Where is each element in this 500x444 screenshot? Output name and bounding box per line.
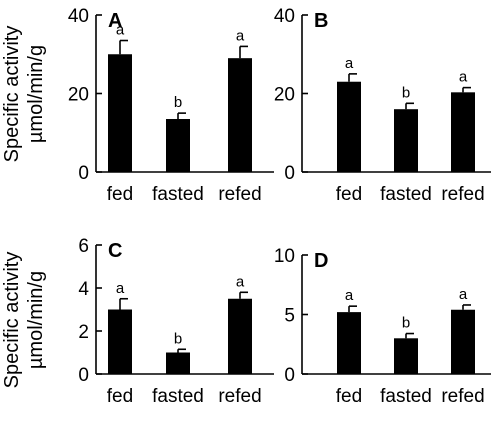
y-tick-label: 0 [78,365,89,386]
y-axis-title-bottom: Specific activity µmol/min/g [1,252,47,389]
y-tick-label: 20 [274,85,295,106]
significance-label: b [174,330,182,347]
bar [337,81,361,172]
significance-label: b [402,315,410,332]
y-tick-label: 0 [284,365,295,386]
x-tick-label: fasted [152,184,204,205]
x-tick-label: fed [336,386,362,407]
panel-label: C [108,240,122,262]
panel-a: 0 20 40 Aa fed b fasted a refed [68,6,274,205]
bar [108,54,132,172]
panel-c: 0 2 4 6 Ca fed b fasted a refed [78,236,274,407]
y-tick-label: 10 [274,246,295,267]
significance-label: a [345,287,354,304]
bar [228,298,252,374]
y-axis-title-line1: Specific activity [1,26,23,163]
panel-label: B [314,10,328,32]
y-tick-label: 4 [78,279,89,300]
y-tick-label: 6 [78,236,89,257]
x-tick-label: fed [107,386,133,407]
y-axis-title-line1: Specific activity [1,252,23,389]
bar [228,58,252,172]
significance-label: b [402,84,410,101]
y-axis-title-line2: µmol/min/g [25,45,47,143]
panel-b: 0 20 40 Ba fed b fasted a refed [274,6,491,205]
significance-label: a [459,69,468,86]
x-tick-label: refed [218,184,261,205]
x-tick-label: refed [218,386,261,407]
panel-d: 0 5 10 Da fed b fasted a refed [274,246,491,407]
y-tick-label: 2 [78,322,89,343]
significance-label: a [116,280,125,297]
x-tick-label: refed [441,184,484,205]
y-tick-label: 20 [68,85,89,106]
y-tick-label: 40 [68,6,89,27]
bar [394,338,418,374]
x-tick-label: fasted [152,386,204,407]
bar [337,312,361,374]
bar [166,119,190,172]
significance-label: a [236,273,245,290]
significance-label: b [174,94,182,111]
x-tick-label: fasted [380,386,432,407]
significance-label: a [459,286,468,303]
significance-label: a [116,22,125,39]
y-tick-label: 0 [284,163,295,184]
bar [166,352,190,374]
bar [394,109,418,172]
panel-label: A [108,10,122,32]
y-tick-label: 5 [284,306,295,327]
x-tick-label: refed [441,386,484,407]
y-tick-label: 0 [78,163,89,184]
significance-label: a [345,55,354,72]
bar [451,92,475,172]
bar [108,309,132,374]
bar [451,309,475,374]
significance-label: a [236,27,245,44]
y-axis-title-line2: µmol/min/g [25,271,47,369]
x-tick-label: fasted [380,184,432,205]
panel-label: D [314,250,328,272]
y-tick-label: 40 [274,6,295,27]
y-axis-title-top: Specific activity µmol/min/g [1,26,47,163]
x-tick-label: fed [107,184,133,205]
x-tick-label: fed [336,184,362,205]
